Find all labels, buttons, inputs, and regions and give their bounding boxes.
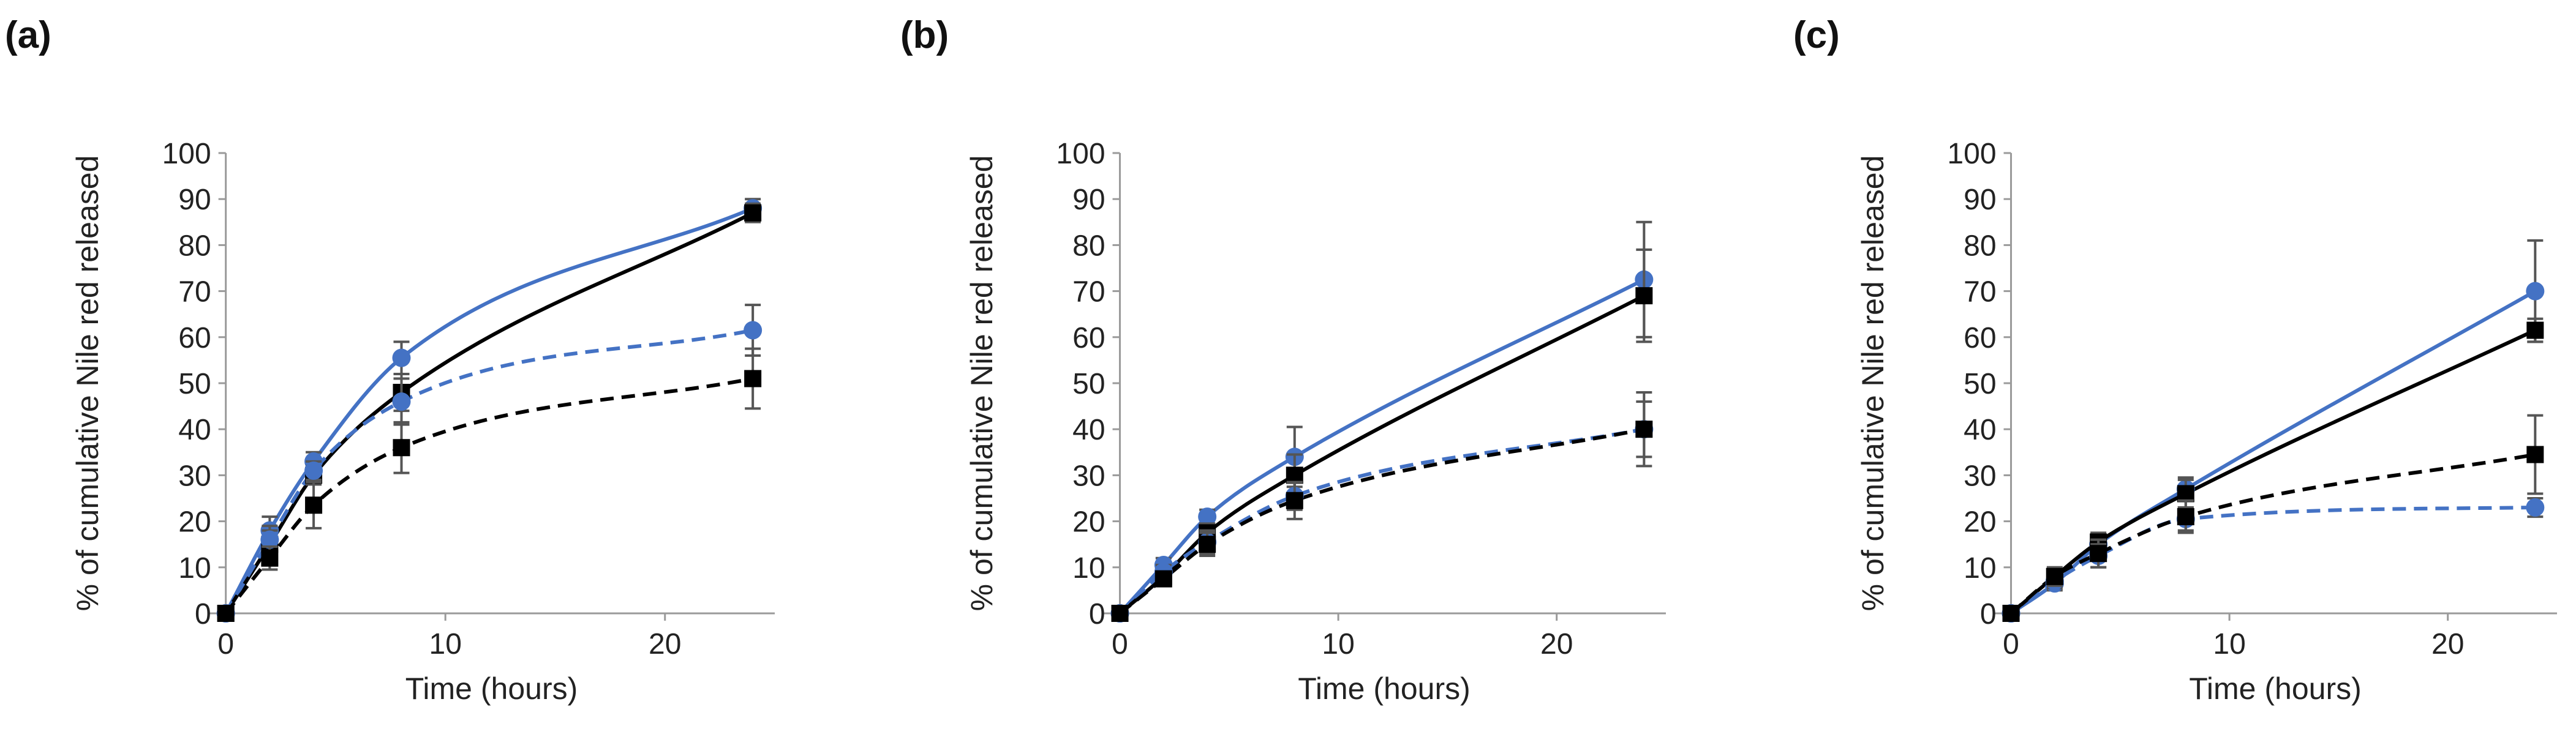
y-tick-label: 30	[1072, 460, 1105, 492]
y-tick-label: 90	[1964, 184, 1996, 216]
data-point-black-dashed	[2046, 567, 2063, 585]
y-tick-label: 50	[1964, 368, 1996, 400]
x-tick-label: 20	[2431, 628, 2464, 660]
y-tick-label: 100	[1947, 138, 1996, 170]
y-tick-label: 100	[162, 138, 211, 170]
data-point-black-solid	[2526, 321, 2544, 339]
series-line-blue-dashed	[1118, 427, 1644, 615]
panel-label: (b)	[900, 14, 949, 56]
series-line-black-solid	[224, 211, 754, 615]
chart-panel-2: (b) 0 10 20 30 40 50 60 70 80 90 100 0 10 20 Time (hour…	[900, 14, 1666, 706]
y-axis-title: % of cumulative Nile red released	[965, 155, 999, 612]
y-tick-label: 60	[178, 322, 211, 354]
data-point-black-dashed	[305, 496, 323, 514]
y-tick-label: 80	[1072, 230, 1105, 262]
panel-label: (a)	[5, 14, 51, 56]
series-line-black-dashed	[2009, 452, 2536, 615]
data-point-black-dashed	[2177, 508, 2194, 526]
series-line-blue-solid	[224, 206, 754, 615]
y-tick-label: 70	[1964, 276, 1996, 309]
data-point-black-dashed	[1199, 536, 1216, 553]
y-tick-label: 50	[178, 368, 211, 400]
data-point-black-dashed	[1154, 570, 1172, 588]
x-tick-label: 20	[649, 628, 681, 660]
data-point-blue-dashed	[304, 461, 323, 480]
chart-panel-1: (a) 0 10 20 30 40 50 60 70 80 90 100 0 10 20 Time (hour…	[5, 14, 775, 706]
data-point-blue-dashed	[260, 530, 279, 549]
data-point-black-dashed	[744, 370, 762, 387]
x-axis-title: Time (hours)	[405, 672, 578, 706]
y-tick-label: 90	[1072, 184, 1105, 216]
series-line-black-solid	[1118, 294, 1645, 615]
y-tick-label: 20	[1072, 506, 1105, 539]
data-point-black-dashed	[1286, 492, 1303, 509]
x-tick-label: 20	[1540, 628, 1573, 660]
data-point-black-solid	[744, 204, 762, 222]
x-tick-label: 10	[2213, 628, 2245, 660]
x-axis-title: Time (hours)	[2189, 672, 2362, 706]
x-axis-title: Time (hours)	[1298, 672, 1471, 706]
data-point-blue-solid	[1198, 507, 1217, 526]
chart-panel-3: (c) 0 10 20 30 40 50 60 70 80 90 100 0 10 20 Time (hour…	[1793, 14, 2557, 706]
x-tick-label: 0	[2003, 628, 2019, 660]
x-tick-label: 0	[217, 628, 234, 660]
y-tick-label: 10	[1072, 552, 1105, 585]
x-tick-label: 0	[1112, 628, 1128, 660]
data-point-black-dashed	[217, 605, 235, 622]
data-point-blue-dashed	[2526, 498, 2545, 517]
y-tick-label: 0	[1089, 598, 1105, 630]
data-point-blue-dashed	[392, 392, 411, 411]
series-line-black-dashed	[224, 376, 753, 615]
y-tick-label: 40	[178, 414, 211, 446]
series-line-black-dashed	[1118, 427, 1644, 615]
y-tick-label: 30	[178, 460, 211, 492]
y-tick-label: 90	[178, 184, 211, 216]
y-tick-label: 10	[178, 552, 211, 585]
data-point-black-dashed	[261, 549, 279, 567]
y-tick-label: 40	[1964, 414, 1996, 446]
y-tick-label: 20	[1964, 506, 1996, 539]
y-tick-label: 100	[1056, 138, 1105, 170]
data-point-blue-solid	[2526, 282, 2545, 301]
data-point-black-dashed	[2002, 605, 2020, 622]
data-point-black-dashed	[2526, 446, 2544, 463]
data-point-black-dashed	[2090, 545, 2107, 563]
y-axis-title: % of cumulative Nile red released	[70, 155, 105, 612]
y-tick-label: 40	[1072, 414, 1105, 446]
y-tick-label: 80	[178, 230, 211, 262]
data-point-blue-dashed	[744, 321, 763, 340]
y-tick-label: 70	[1072, 276, 1105, 309]
y-tick-label: 20	[178, 506, 211, 539]
x-tick-label: 10	[429, 628, 462, 660]
data-point-black-dashed	[393, 439, 410, 457]
series-line-black-solid	[2009, 328, 2536, 615]
y-axis-title: % of cumulative Nile red released	[1856, 155, 1890, 612]
series-line-blue-dashed	[2009, 506, 2536, 615]
data-point-blue-solid	[392, 348, 411, 367]
y-tick-label: 70	[178, 276, 211, 309]
y-tick-label: 30	[1964, 460, 1996, 492]
panel-label: (c)	[1793, 14, 1840, 56]
y-tick-label: 0	[1980, 598, 1997, 630]
y-tick-label: 60	[1964, 322, 1996, 354]
y-tick-label: 0	[195, 598, 211, 630]
data-point-black-dashed	[1111, 605, 1129, 622]
y-tick-label: 10	[1964, 552, 1996, 585]
y-tick-label: 60	[1072, 322, 1105, 354]
y-tick-label: 80	[1964, 230, 1996, 262]
data-point-black-dashed	[1635, 421, 1653, 438]
series-line-blue-solid	[1118, 278, 1645, 615]
y-tick-label: 50	[1072, 368, 1105, 400]
data-point-black-solid	[1635, 287, 1653, 305]
x-tick-label: 10	[1322, 628, 1354, 660]
